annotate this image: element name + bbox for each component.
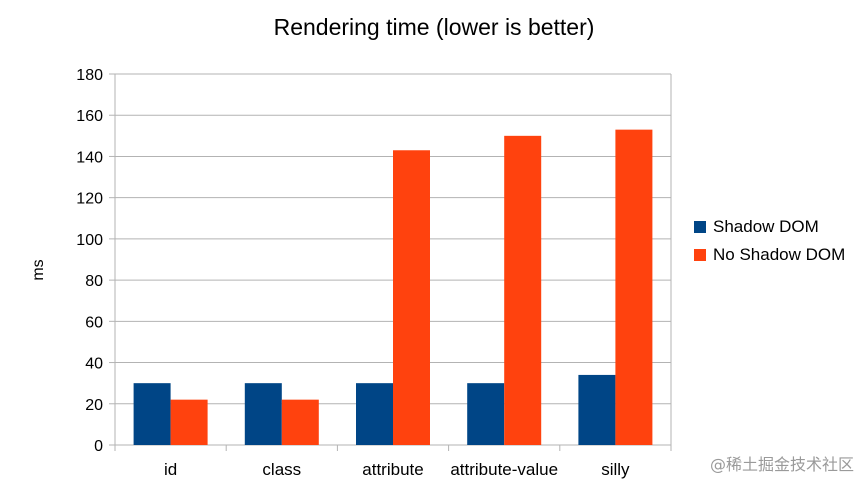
x-tick-label: silly [601,460,630,479]
legend-label: No Shadow DOM [713,245,845,264]
tick-labels: 0 20 40 60 80 100 120 140 160 180 id class attribute… [76,67,630,479]
bar-no-shadow-dom-class [281,399,319,445]
legend-swatch [694,221,706,233]
legend-label: Shadow DOM [713,217,819,236]
bars [133,129,653,446]
x-tick-label: class [262,460,301,479]
y-tick-label: 60 [85,314,103,331]
watermark: @稀土掘金技术社区 [709,455,854,474]
y-tick-label: 0 [94,438,103,455]
bar-shadow-dom-attribute [356,383,393,445]
y-axis-label: ms [30,259,47,280]
y-tick-label: 180 [76,67,103,84]
bar-shadow-dom-attribute-value [467,383,505,445]
y-tick-label: 100 [76,232,103,249]
bar-no-shadow-dom-id [170,399,208,445]
x-tick-label: id [164,460,177,479]
bar-no-shadow-dom-silly [615,129,653,445]
legend: Shadow DOM No Shadow DOM [694,217,845,264]
bar-no-shadow-dom-attribute [393,150,430,445]
y-tick-label: 120 [76,191,103,208]
y-tick-label: 160 [76,108,103,125]
bar-shadow-dom-id [133,383,171,445]
x-tick-label: attribute-value [450,460,558,479]
legend-swatch [694,249,706,261]
y-tick-label: 80 [85,273,103,290]
y-tick-label: 40 [85,356,103,373]
y-tick-label: 140 [76,149,103,166]
x-tick-label: attribute [362,460,423,479]
bar-no-shadow-dom-attribute-value [504,135,542,446]
chart-title: Rendering time (lower is better) [273,14,595,40]
bar-shadow-dom-silly [578,374,616,445]
bar-shadow-dom-class [244,383,282,445]
y-tick-label: 20 [85,397,103,414]
